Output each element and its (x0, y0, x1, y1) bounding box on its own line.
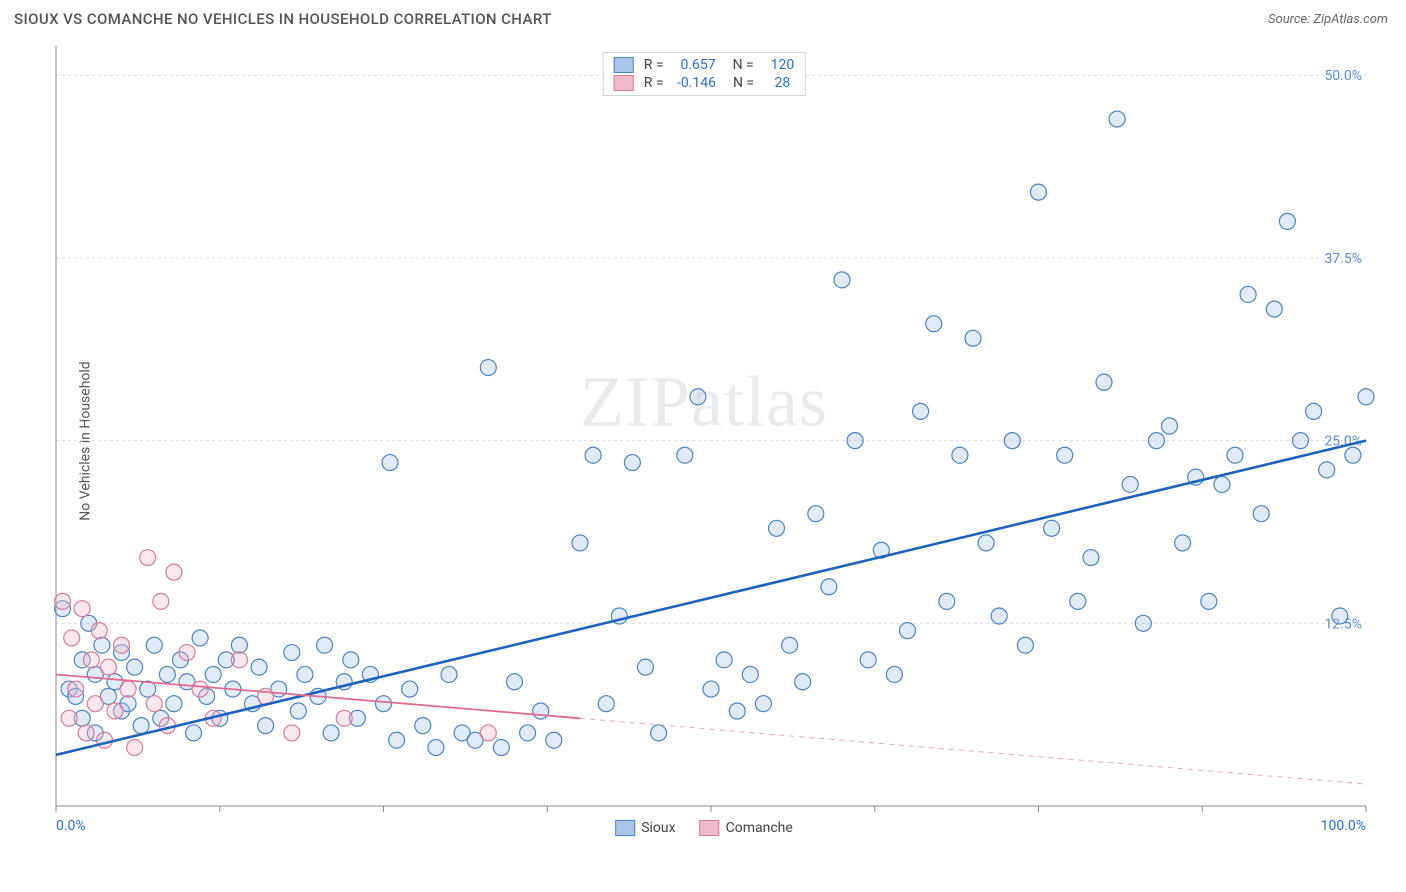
correlation-stats-box: R = 0.657 N = 120 R = -0.146 N = 28 (603, 52, 806, 96)
stats-row: R = 0.657 N = 120 (614, 57, 795, 73)
plot-container: No Vehicles in Household 12.5%25.0%37.5%… (14, 46, 1394, 836)
x-axis-max-label: 100.0% (1321, 818, 1366, 834)
legend: Sioux Comanche (615, 820, 793, 836)
legend-item: Sioux (615, 820, 675, 836)
stats-row: R = -0.146 N = 28 (614, 75, 795, 91)
svg-text:50.0%: 50.0% (1324, 68, 1362, 84)
legend-swatch-icon (700, 820, 720, 836)
legend-label: Comanche (726, 820, 793, 836)
series-swatch-icon (614, 57, 634, 73)
chart-title: SIOUX VS COMANCHE NO VEHICLES IN HOUSEHO… (14, 10, 552, 28)
chart-header: SIOUX VS COMANCHE NO VEHICLES IN HOUSEHO… (0, 0, 1406, 36)
x-axis-min-label: 0.0% (56, 818, 86, 834)
legend-swatch-icon (615, 820, 635, 836)
source-attribution: Source: ZipAtlas.com (1268, 12, 1388, 27)
legend-item: Comanche (700, 820, 793, 836)
legend-label: Sioux (641, 820, 675, 836)
svg-text:37.5%: 37.5% (1324, 251, 1362, 267)
scatter-plot-svg: 12.5%25.0%37.5%50.0% (14, 46, 1394, 836)
series-swatch-icon (614, 75, 634, 91)
